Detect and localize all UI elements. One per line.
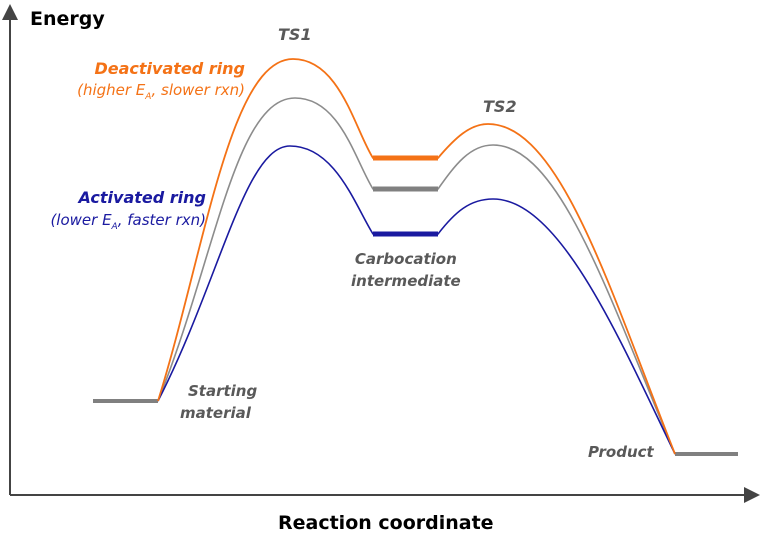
starting-material-label: Starting material	[180, 382, 258, 422]
activated-curve	[157, 145, 676, 455]
deactivated-ring-note: (higher EA, slower rxn)	[77, 81, 245, 102]
intermediate-label: Carbocation intermediate	[351, 250, 461, 290]
y-axis-label: Energy	[30, 8, 105, 30]
x-axis-label: Reaction coordinate	[278, 512, 494, 534]
ts2-label: TS2	[483, 97, 517, 116]
activated-ring-label: Activated ring	[78, 188, 206, 207]
product-label: Product	[588, 443, 654, 461]
deactivated-curve	[157, 58, 676, 455]
reference-curve	[157, 97, 676, 455]
ts1-label: TS1	[278, 25, 312, 44]
activated-ring-note: (lower EA, faster rxn)	[50, 211, 206, 232]
deactivated-ring-label: Deactivated ring	[94, 59, 245, 78]
